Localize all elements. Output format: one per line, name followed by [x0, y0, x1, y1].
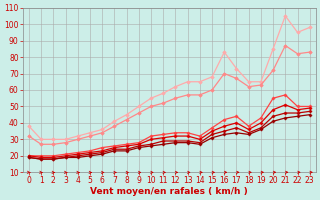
X-axis label: Vent moyen/en rafales ( km/h ): Vent moyen/en rafales ( km/h ) [91, 187, 248, 196]
